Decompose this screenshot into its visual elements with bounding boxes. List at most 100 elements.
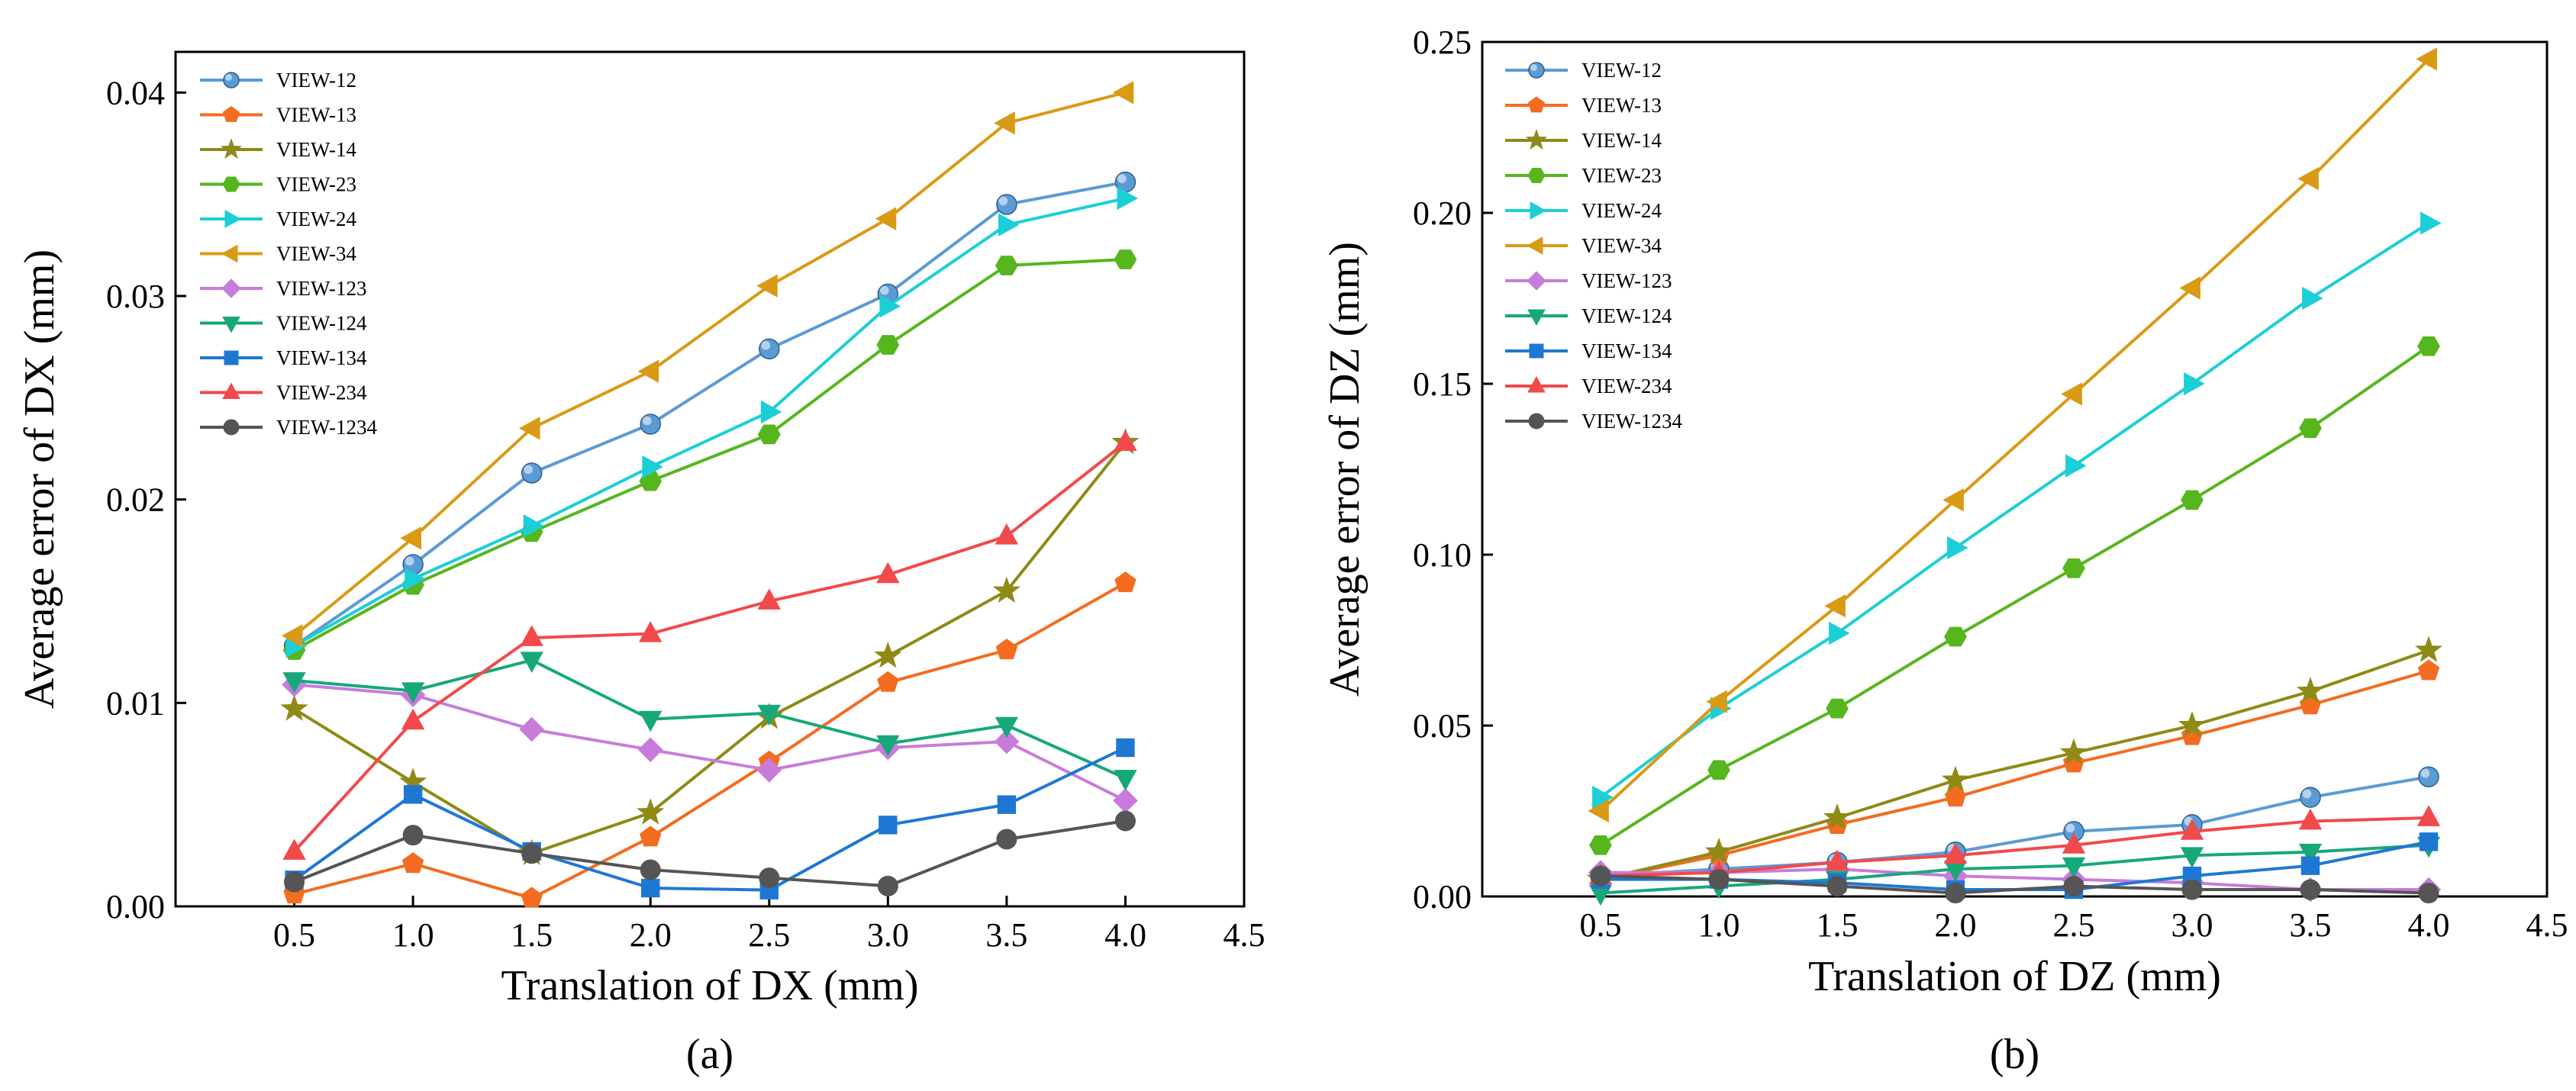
data-point — [2181, 879, 2203, 900]
legend-item: VIEW-12 — [1505, 59, 1662, 82]
legend-marker — [223, 419, 240, 436]
legend-item: VIEW-24 — [1505, 199, 1662, 222]
legend-label: VIEW-1234 — [276, 416, 377, 439]
y-tick-label: 0.02 — [106, 481, 165, 519]
data-point — [995, 716, 1019, 739]
data-point — [401, 708, 425, 730]
series-line — [1600, 775, 2429, 878]
x-axis-title: Translation of DZ (mm) — [1808, 953, 2221, 1000]
data-point — [996, 829, 1017, 850]
legend-marker — [1527, 96, 1546, 113]
legend-marker — [220, 138, 243, 159]
y-axis-title: Average error of DX (mm) — [16, 249, 63, 709]
series-view-24 — [1592, 211, 2442, 809]
x-tick-label: 2.5 — [2053, 906, 2095, 944]
legend-label: VIEW-123 — [1581, 269, 1672, 292]
legend-marker — [1527, 375, 1546, 393]
data-point — [640, 414, 661, 435]
data-point — [2297, 167, 2319, 191]
data-point — [640, 859, 661, 880]
data-point — [2298, 843, 2323, 865]
legend-marker — [1528, 62, 1545, 79]
legend-label: VIEW-34 — [276, 243, 356, 266]
data-point — [521, 887, 543, 908]
data-point — [756, 758, 782, 783]
legend-item: VIEW-234 — [200, 381, 367, 404]
series-line — [293, 258, 1126, 652]
x-tick-label: 4.5 — [2526, 906, 2568, 944]
legend-label: VIEW-124 — [276, 312, 367, 335]
legend-marker — [222, 105, 240, 122]
legend: VIEW-12 VIEW-13 VIEW-14 VIEW-23 VIEW-24 VIEW-… — [200, 69, 377, 439]
series-view-234 — [282, 430, 1137, 860]
data-point — [2302, 286, 2323, 311]
data-point — [639, 621, 663, 642]
x-tick-label: 4.0 — [1104, 916, 1146, 954]
data-point — [877, 875, 898, 896]
data-point — [994, 111, 1015, 135]
data-point — [1826, 698, 1849, 719]
panel-label: (b) — [1990, 1031, 2039, 1078]
data-point — [1116, 738, 1135, 758]
data-point — [1823, 803, 1852, 830]
data-point — [2419, 832, 2439, 851]
data-point — [1114, 810, 1136, 832]
data-point — [2181, 490, 2204, 510]
data-point — [2178, 710, 2207, 738]
data-point — [1707, 760, 1730, 780]
data-point — [637, 737, 663, 762]
data-point — [1114, 571, 1136, 593]
series-view-23 — [1589, 336, 2440, 855]
legend-item: VIEW-234 — [1505, 375, 1672, 397]
data-point — [637, 798, 665, 825]
y-tick-label: 0.01 — [106, 684, 165, 722]
x-axis-title: Translation of DX (mm) — [501, 962, 918, 1009]
data-point — [994, 729, 1020, 755]
data-point — [2300, 856, 2320, 875]
legend-label: VIEW-14 — [1581, 129, 1662, 152]
y-tick-label: 0.10 — [1413, 536, 1472, 574]
data-point — [879, 816, 898, 835]
data-point — [876, 562, 900, 584]
legend-item: VIEW-124 — [1505, 304, 1672, 327]
x-tick-label: 0.5 — [273, 916, 315, 954]
legend-item: VIEW-34 — [1505, 234, 1662, 257]
data-point — [523, 514, 545, 538]
legend-marker — [1526, 237, 1543, 255]
data-point — [405, 567, 426, 591]
legend-label: VIEW-14 — [276, 138, 356, 161]
data-point — [2065, 454, 2087, 478]
data-point — [1708, 869, 1730, 890]
series-line — [294, 658, 1127, 780]
panel-b: 0.5 1.0 1.5 2.0 2.5 3.0 3.5 4.0 4.5 0.00 0.05 0.10 0… — [1321, 24, 2568, 1078]
data-point — [1942, 488, 1964, 512]
legend-item: VIEW-12 — [200, 69, 356, 92]
data-point — [2061, 382, 2082, 406]
legend-label: VIEW-24 — [276, 208, 356, 230]
data-point — [995, 523, 1019, 545]
legend-item: VIEW-124 — [200, 312, 367, 335]
data-point — [998, 213, 1020, 237]
series-line — [293, 441, 1127, 855]
data-point — [403, 785, 423, 804]
legend-item: VIEW-13 — [1505, 94, 1662, 117]
legend-marker — [1527, 271, 1546, 291]
x-tick-label: 1.5 — [1817, 906, 1859, 944]
data-point — [2299, 418, 2322, 439]
legend-marker — [222, 317, 240, 333]
y-tick-label: 0.05 — [1413, 707, 1472, 745]
legend-item: VIEW-23 — [200, 173, 356, 196]
legend-marker — [1527, 309, 1546, 327]
y-tick-label: 0.00 — [106, 888, 165, 925]
x-tick-label: 1.0 — [1698, 906, 1740, 944]
legend-label: VIEW-23 — [276, 173, 356, 196]
legend-label: VIEW-13 — [276, 104, 356, 127]
legend-marker — [1528, 413, 1545, 430]
legend-marker — [221, 244, 238, 263]
legend-label: VIEW-134 — [276, 346, 367, 369]
data-point — [995, 256, 1018, 275]
data-point — [1944, 786, 1967, 807]
legend-label: VIEW-12 — [276, 69, 356, 92]
data-point — [1704, 837, 1733, 864]
x-tick-label: 4.5 — [1224, 916, 1265, 954]
